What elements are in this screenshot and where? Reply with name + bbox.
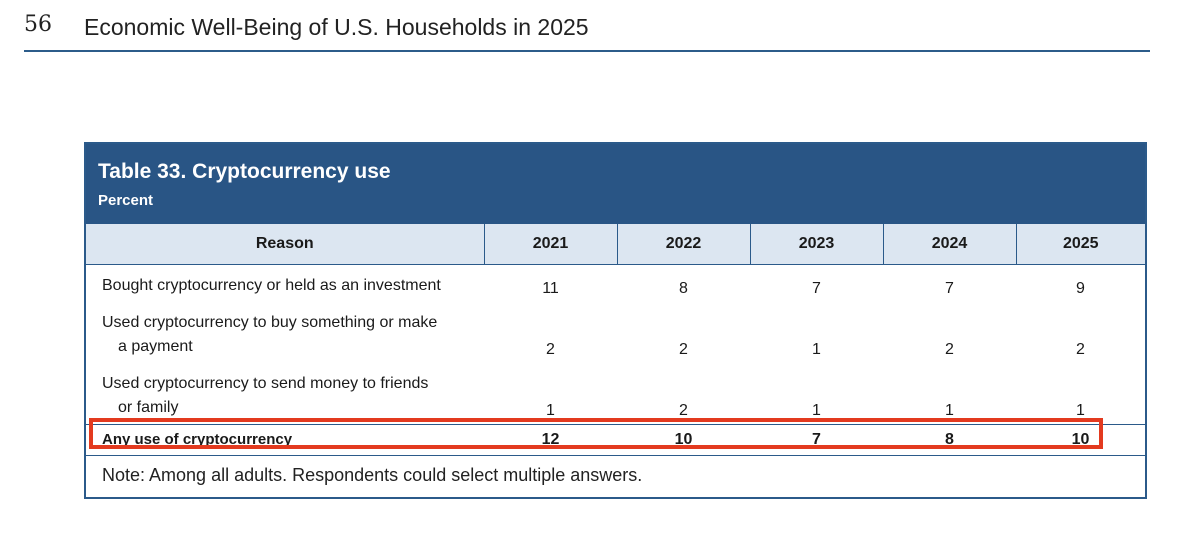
column-header-2022: 2022: [616, 224, 750, 265]
page-header: 56 Economic Well-Being of U.S. Household…: [24, 8, 1150, 52]
cell-value: 8: [679, 280, 688, 297]
cell-value: 1: [546, 402, 555, 419]
cell-value: 2: [945, 341, 954, 358]
table-row: Bought cryptocurrency or held as an inve…: [86, 265, 1145, 303]
cell-value: 2: [679, 402, 688, 419]
table-row: Used cryptocurrency to buy something or …: [86, 302, 1145, 363]
cell-value: 11: [542, 280, 559, 297]
total-cell-value: 12: [484, 424, 617, 456]
table-unit: Percent: [98, 192, 154, 209]
row-label: Used cryptocurrency to send money to fri…: [86, 363, 484, 425]
cell-value: 2: [1076, 341, 1085, 358]
table-header-row: Reason 2021 2022 2023 2024 2025: [86, 224, 1145, 265]
cell-value: 1: [945, 402, 954, 419]
cell-value: 1: [1076, 402, 1085, 419]
column-header-2021: 2021: [483, 224, 617, 265]
cell-value: 7: [945, 280, 954, 297]
row-label-line2: a payment: [118, 338, 193, 355]
column-header-2025: 2025: [1015, 224, 1145, 265]
row-label-line2: or family: [118, 399, 179, 416]
page-number: 56: [24, 12, 52, 37]
running-title: Economic Well-Being of U.S. Households i…: [84, 14, 589, 40]
column-header-2024: 2024: [882, 224, 1016, 265]
total-row-label: Any use of cryptocurrency: [86, 424, 484, 456]
table-row: Used cryptocurrency to send money to fri…: [86, 363, 1145, 425]
table-total-row: Any use of cryptocurrency 12 10 7 8 10: [86, 424, 1145, 456]
row-label: Used cryptocurrency to buy something or …: [86, 302, 484, 363]
row-label: Bought cryptocurrency or held as an inve…: [86, 265, 484, 303]
row-label-line1: Used cryptocurrency to buy something or …: [102, 314, 438, 331]
total-cell-value: 10: [617, 424, 750, 456]
table-container: Table 33. Cryptocurrency use Percent Rea…: [84, 142, 1147, 499]
cell-value: 2: [679, 341, 688, 358]
column-header-2023: 2023: [749, 224, 883, 265]
cell-value: 7: [812, 280, 821, 297]
total-cell-value: 7: [750, 424, 883, 456]
row-label-line1: Used cryptocurrency to send money to fri…: [102, 375, 429, 392]
cell-value: 1: [812, 341, 821, 358]
data-table: Reason 2021 2022 2023 2024 2025 Bought c…: [86, 224, 1145, 456]
row-label-line1: Bought cryptocurrency or held as an inve…: [102, 277, 441, 294]
table-banner: Table 33. Cryptocurrency use Percent: [86, 144, 1145, 224]
cell-value: 9: [1076, 280, 1085, 297]
total-cell-value: 8: [883, 424, 1016, 456]
highlight-box: [89, 418, 1103, 449]
table-title: Table 33. Cryptocurrency use: [98, 160, 391, 183]
table-note: Note: Among all adults. Respondents coul…: [102, 465, 643, 485]
column-header-reason: Reason: [86, 224, 484, 265]
cell-value: 2: [546, 341, 555, 358]
total-cell-value: 10: [1016, 424, 1145, 456]
cell-value: 1: [812, 402, 821, 419]
